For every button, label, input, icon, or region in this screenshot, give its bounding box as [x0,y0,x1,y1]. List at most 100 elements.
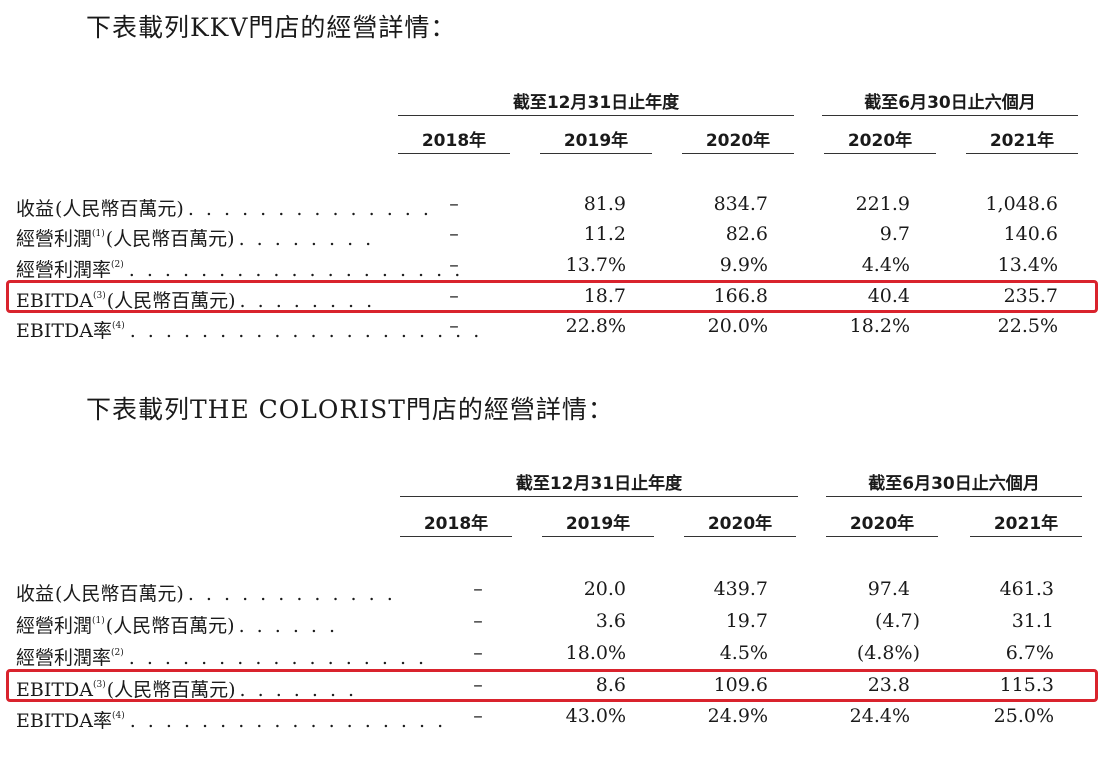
row-label: EBITDA(3)(人民幣百萬元). . . . . . . [16,679,358,701]
table-row: EBITDA率(4). . . . . . . . . . . . . . . … [0,310,1108,342]
year-underline [540,153,652,154]
group-header-fiscal-year: 截至12月31日止年度 [515,474,683,494]
table-cell: 109.6 [713,674,768,696]
table-cell: 140.6 [1003,223,1058,245]
table-row: 經營利潤(1)(人民幣百萬元). . . . . . . . – 11.2 82… [0,218,1108,250]
table-cell: (4.8%) [856,642,920,664]
year-underline [824,153,936,154]
table-cell: 115.3 [999,674,1054,696]
table-row: EBITDA(3)(人民幣百萬元). . . . . . . . – 18.7 … [0,280,1108,312]
year-header: 2020年 [707,514,773,534]
table-cell: 11.2 [583,223,626,245]
table-cell: 4.4% [861,254,910,276]
table-cell: 81.9 [583,193,626,215]
table-cell: 97.4 [867,578,910,600]
table-cell: 19.7 [725,610,768,632]
table-cell: (4.7) [874,610,920,632]
year-header: 2019年 [565,514,631,534]
row-label: EBITDA(3)(人民幣百萬元). . . . . . . . [16,290,376,312]
table-cell: – [449,254,459,276]
table-cell: 13.4% [997,254,1058,276]
table-cell: 166.8 [713,285,768,307]
table-cell: 13.7% [565,254,626,276]
group-underline [400,496,798,497]
group-header-fiscal-year: 截至12月31日止年度 [512,93,680,113]
row-label: EBITDA率(4). . . . . . . . . . . . . . . … [16,710,447,732]
year-underline [966,153,1078,154]
year-header: 2021年 [989,131,1055,151]
table-cell: 3.6 [595,610,626,632]
table-cell: – [473,642,483,664]
table-cell: 24.9% [707,705,768,727]
year-header: 2019年 [563,131,629,151]
table-cell: 9.7 [879,223,910,245]
table-cell: 43.0% [565,705,626,727]
table-cell: 22.8% [565,315,626,337]
year-header: 2020年 [849,514,915,534]
year-header: 2018年 [421,131,487,151]
table-cell: 18.7 [583,285,626,307]
group-underline [398,115,794,116]
table-cell: 18.0% [565,642,626,664]
row-label: 收益(人民幣百萬元). . . . . . . . . . . . . . [16,198,432,220]
year-underline [684,536,796,537]
table-cell: 23.8 [867,674,910,696]
row-label: 收益(人民幣百萬元). . . . . . . . . . . . [16,583,396,605]
table-cell: 834.7 [713,193,768,215]
year-underline [542,536,654,537]
table-cell: – [473,705,483,727]
row-label: EBITDA率(4). . . . . . . . . . . . . . . … [16,320,483,342]
year-underline [400,536,512,537]
table-cell: 22.5% [997,315,1058,337]
year-header: 2018年 [423,514,489,534]
year-header: 2020年 [705,131,771,151]
row-label: 經營利潤(1)(人民幣百萬元). . . . . . [16,615,339,637]
year-underline [398,153,510,154]
year-underline [826,536,938,537]
table-cell: 31.1 [1011,610,1054,632]
table-cell: – [449,315,459,337]
table-cell: 461.3 [999,578,1054,600]
table-cell: 20.0 [583,578,626,600]
table-row: EBITDA(3)(人民幣百萬元). . . . . . . – 8.6 109… [0,669,1108,701]
table-row: 收益(人民幣百萬元). . . . . . . . . . . . – 20.0… [0,573,1108,605]
group-header-half-year: 截至6月30日止六個月 [868,474,1040,494]
table-row: EBITDA率(4). . . . . . . . . . . . . . . … [0,700,1108,732]
table-cell: 1,048.6 [985,193,1058,215]
section-title-kkv: 下表載列KKV門店的經營詳情： [86,13,457,42]
table-cell: 439.7 [713,578,768,600]
table-row: 經營利潤(1)(人民幣百萬元). . . . . . – 3.6 19.7 (4… [0,605,1108,637]
table-cell: – [473,674,483,696]
table-cell: – [473,610,483,632]
group-underline [822,115,1078,116]
highlight-box [6,280,1098,313]
table-row: 經營利潤率(2). . . . . . . . . . . . . . . . … [0,637,1108,669]
year-underline [682,153,794,154]
row-label: 經營利潤率(2). . . . . . . . . . . . . . . . … [16,259,464,281]
table-cell: 4.5% [719,642,768,664]
section-title-the-colorist: 下表載列THE COLORIST門店的經營詳情： [86,395,614,424]
table-cell: – [449,193,459,215]
table-cell: – [449,223,459,245]
table-cell: 18.2% [849,315,910,337]
table-cell: 6.7% [1005,642,1054,664]
table-cell: 235.7 [1003,285,1058,307]
table-cell: – [473,578,483,600]
row-label: 經營利潤率(2). . . . . . . . . . . . . . . . … [16,647,428,669]
table-cell: 8.6 [595,674,626,696]
row-label: 經營利潤(1)(人民幣百萬元). . . . . . . . [16,228,375,250]
table-cell: 40.4 [867,285,910,307]
table-cell: – [449,285,459,307]
year-header: 2021年 [993,514,1059,534]
table-cell: 82.6 [725,223,768,245]
year-underline [970,536,1082,537]
group-underline [826,496,1082,497]
highlight-box [6,669,1098,702]
table-row: 經營利潤率(2). . . . . . . . . . . . . . . . … [0,249,1108,281]
table-cell: 9.9% [719,254,768,276]
year-header: 2020年 [847,131,913,151]
table-cell: 20.0% [707,315,768,337]
table-row: 收益(人民幣百萬元). . . . . . . . . . . . . . – … [0,188,1108,220]
table-cell: 24.4% [849,705,910,727]
group-header-half-year: 截至6月30日止六個月 [864,93,1036,113]
